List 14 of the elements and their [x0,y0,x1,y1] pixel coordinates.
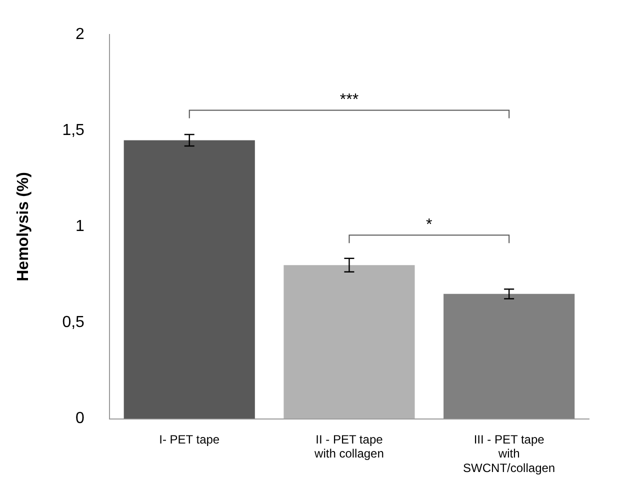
bar [124,140,255,419]
x-tick-label: III - PET tape with SWCNT/collagen [463,432,556,476]
y-tick-label: 2 [76,26,85,44]
annotation: *** [340,92,359,109]
x-tick-label: II - PET tape with collagen [314,432,384,461]
y-tick-label: 1,5 [62,122,85,140]
bar [444,294,575,419]
x-tick-label: I- PET tape [159,432,220,446]
y-axis-title: Hemolysis (%) [15,172,32,282]
y-tick-label: 0,5 [62,314,85,332]
y-tick-label: 1 [76,218,85,236]
bar [284,265,415,419]
annotation: * [426,216,432,234]
y-tick-label: 0 [76,410,85,428]
